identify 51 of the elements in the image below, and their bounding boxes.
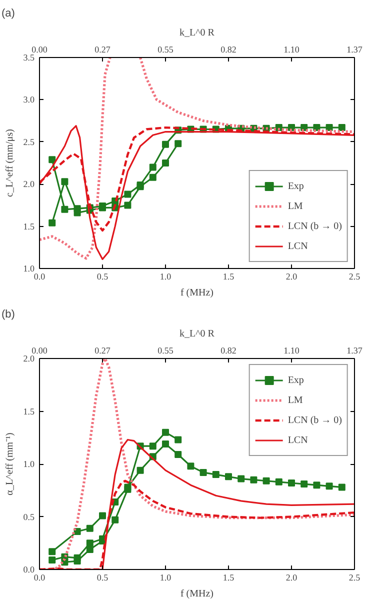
x2-tick-label: 1.37 <box>346 44 363 54</box>
x-tick-label: 2.5 <box>348 272 361 282</box>
x-tick-label: 1.0 <box>160 272 172 282</box>
y-tick-label: 1.0 <box>23 459 35 469</box>
y-tick-label: 2.0 <box>23 179 35 190</box>
x2-tick-label: 0.82 <box>220 44 236 54</box>
x-tick-label: 0.5 <box>96 272 109 282</box>
x2-tick-label: 0.55 <box>158 346 174 356</box>
x2-tick-label: 1.10 <box>284 44 300 54</box>
y-tick-label: 2.0 <box>23 354 35 364</box>
x2-axis-title: k_L^0 R <box>180 28 215 38</box>
y-tick-label: 0.5 <box>23 512 35 522</box>
y-tick-label: 1.5 <box>23 406 35 416</box>
x2-axis-title: k_L^0 R <box>180 328 215 340</box>
x2-tick-label: 0.82 <box>220 346 236 356</box>
legend-label: LCN <box>288 434 308 447</box>
x-tick-label: 1.5 <box>222 272 235 282</box>
legend-label: Exp <box>288 374 305 387</box>
x-tick-label: 1.0 <box>160 572 172 582</box>
x2-tick-label: 0.27 <box>94 44 111 54</box>
y-axis-title: α_L^eff (mm⁻¹) <box>4 432 16 496</box>
x2-tick-label: 1.10 <box>284 346 300 356</box>
x-axis-title: f (MHz) <box>180 288 214 298</box>
x-tick-label: 2.5 <box>348 572 361 582</box>
chart-title: (b) <box>2 308 15 320</box>
x-tick-label: 0.0 <box>34 272 46 282</box>
legend-label: LCN (b → 0) <box>288 414 342 427</box>
x-tick-label: 2.0 <box>286 572 298 582</box>
legend-label: LCN <box>288 240 308 253</box>
y-tick-label: 3.5 <box>23 52 35 62</box>
x2-tick-label: 0.00 <box>32 44 48 54</box>
legend-label: LM <box>288 394 304 407</box>
y-tick-label: 2.5 <box>23 136 35 147</box>
chart-title: (a) <box>2 8 15 20</box>
y-tick-label: 1.0 <box>23 264 35 274</box>
x-tick-label: 0.5 <box>96 572 109 582</box>
x2-tick-label: 1.37 <box>346 346 363 356</box>
x-tick-label: 0.0 <box>34 572 46 582</box>
x-tick-label: 2.0 <box>286 272 298 282</box>
y-tick-label: 1.5 <box>23 221 35 232</box>
y-tick-label: 0.0 <box>23 564 35 574</box>
y-tick-label: 3.0 <box>23 94 35 105</box>
legend-label: LM <box>288 200 304 213</box>
y-axis-title: c_L^eff (mm/μs) <box>4 129 16 197</box>
x2-tick-label: 0.00 <box>32 346 48 356</box>
legend-label: Exp <box>288 180 305 193</box>
x2-tick-label: 0.55 <box>158 44 174 54</box>
x2-tick-label: 0.27 <box>94 346 111 356</box>
x-tick-label: 1.5 <box>222 572 235 582</box>
legend-label: LCN (b → 0) <box>288 220 342 233</box>
x-axis-title: f (MHz) <box>180 588 214 600</box>
